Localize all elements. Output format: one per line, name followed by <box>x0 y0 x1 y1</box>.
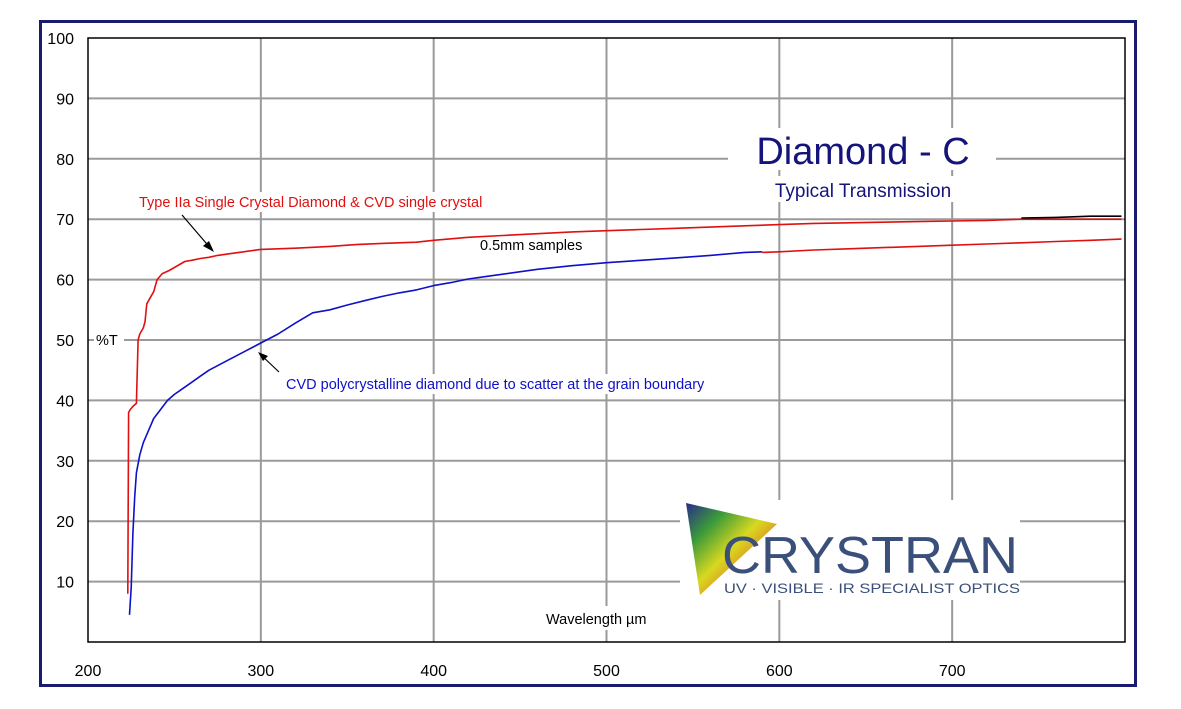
samples-annotation: 0.5mm samples <box>480 238 582 254</box>
x-tick-label: 500 <box>593 663 620 680</box>
logo-wordmark: CRYSTRAN <box>722 527 1018 585</box>
x-tick-label: 600 <box>766 663 793 680</box>
ylabel-background <box>94 328 124 350</box>
blue-annotation-arrowhead <box>258 352 268 361</box>
chart-frame <box>39 20 1137 687</box>
y-tick-label: 50 <box>56 333 74 350</box>
red-annotation-background <box>136 192 540 212</box>
y-tick-label: 80 <box>56 152 74 169</box>
series-line-1 <box>1021 215 1122 219</box>
crystran-logo: CRYSTRAN UV · VISIBLE · IR SPECIALIST OP… <box>680 500 1020 600</box>
red-annotation-arrowhead <box>203 241 214 252</box>
x-tick-label: 400 <box>420 663 447 680</box>
y-tick-label: 60 <box>56 273 74 290</box>
y-tick-label: 20 <box>56 514 74 531</box>
prism-icon <box>686 503 777 595</box>
y-tick-label: 100 <box>47 31 74 48</box>
plot-area <box>87 37 1126 643</box>
y-tick-label: 70 <box>56 212 74 229</box>
x-tick-label: 200 <box>75 663 102 680</box>
chart-title: Diamond - C <box>756 131 969 173</box>
x-tick-label: 700 <box>939 663 966 680</box>
x-axis-tick-labels: 200 300 400 500 600 700 <box>75 663 966 680</box>
title-background <box>728 128 996 170</box>
y-axis-label: %T <box>96 333 118 349</box>
series-line-2 <box>762 238 1122 254</box>
y-axis-tick-labels: 10 20 30 40 50 60 70 80 90 100 <box>47 31 74 592</box>
red-series-annotation: Type IIa Single Crystal Diamond & CVD si… <box>139 195 482 211</box>
xlabel-background <box>543 606 667 630</box>
series-line-0 <box>127 218 1122 594</box>
y-tick-label: 90 <box>56 91 74 108</box>
y-tick-label: 10 <box>56 575 74 592</box>
blue-annotation-background <box>284 374 772 394</box>
x-tick-label: 300 <box>247 663 274 680</box>
subtitle-background <box>752 176 972 202</box>
logo-tagline: UV · VISIBLE · IR SPECIALIST OPTICS <box>724 580 1020 596</box>
chart-subtitle: Typical Transmission <box>775 181 951 202</box>
y-tick-label: 40 <box>56 393 74 410</box>
data-series <box>127 215 1122 615</box>
series-line-3 <box>128 251 763 615</box>
blue-series-annotation: CVD polycrystalline diamond due to scatt… <box>286 377 705 393</box>
y-tick-label: 30 <box>56 454 74 471</box>
x-axis-label: Wavelength µm <box>546 612 647 628</box>
